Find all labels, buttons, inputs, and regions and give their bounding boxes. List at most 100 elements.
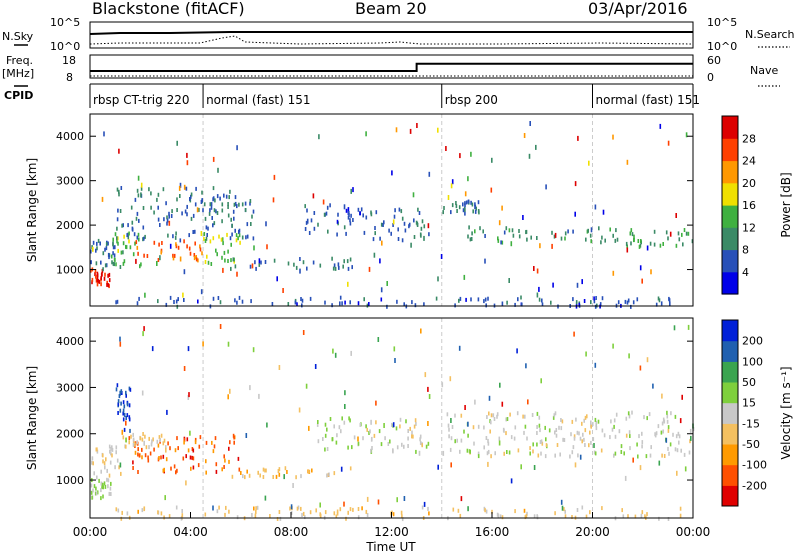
data-cell xyxy=(209,239,212,244)
data-cell xyxy=(336,232,338,237)
data-cell xyxy=(96,449,99,454)
data-cell xyxy=(306,208,308,213)
data-cell xyxy=(689,439,691,444)
data-cell xyxy=(397,227,399,232)
data-cell xyxy=(638,244,641,249)
data-cell xyxy=(459,296,462,301)
data-cell xyxy=(525,363,527,369)
data-cell xyxy=(668,451,670,456)
data-cell xyxy=(506,450,508,454)
data-cell xyxy=(326,447,329,451)
data-cell xyxy=(186,204,188,209)
data-cell xyxy=(238,228,241,233)
data-cell xyxy=(679,418,682,424)
data-cell xyxy=(186,244,188,249)
data-cell xyxy=(299,268,301,274)
data-cell xyxy=(675,243,678,248)
data-cell xyxy=(246,222,249,227)
data-cell xyxy=(90,483,93,488)
data-cell xyxy=(122,223,124,228)
data-cell xyxy=(536,442,538,447)
data-cell xyxy=(140,192,142,198)
data-cell xyxy=(216,252,218,257)
data-cell xyxy=(305,220,308,225)
data-cell xyxy=(539,428,541,433)
data-cell xyxy=(118,189,120,194)
data-cell xyxy=(415,220,418,225)
data-cell xyxy=(629,446,631,451)
data-cell xyxy=(125,390,127,395)
data-cell xyxy=(509,412,511,417)
data-cell xyxy=(201,190,203,195)
data-cell xyxy=(104,465,106,470)
data-cell xyxy=(616,237,619,242)
data-cell xyxy=(96,278,99,283)
data-cell xyxy=(186,152,188,158)
colorbar-cell xyxy=(722,485,738,507)
data-cell xyxy=(448,427,450,432)
colorbar-cell xyxy=(722,227,738,251)
data-cell xyxy=(179,238,182,243)
data-cell xyxy=(458,205,461,210)
data-cell xyxy=(100,260,102,265)
data-cell xyxy=(96,275,99,280)
data-cell xyxy=(370,212,373,217)
data-cell xyxy=(92,488,94,493)
colorbar-cell xyxy=(722,464,738,486)
data-cell xyxy=(576,282,579,288)
data-cell xyxy=(258,393,260,399)
data-cell xyxy=(627,298,630,303)
data-cell xyxy=(300,297,302,301)
data-cell xyxy=(213,444,216,449)
data-cell xyxy=(614,434,617,439)
data-cell xyxy=(116,226,118,231)
data-cell xyxy=(180,516,183,521)
data-cell xyxy=(612,233,614,238)
data-cell xyxy=(407,429,409,433)
data-cell xyxy=(639,243,642,248)
data-cell xyxy=(144,292,146,298)
data-cell xyxy=(365,215,368,220)
data-cell xyxy=(221,202,224,207)
data-cell xyxy=(322,199,325,205)
data-cell xyxy=(209,202,212,207)
y-tick-label: 4000 xyxy=(56,335,84,348)
data-cell xyxy=(319,513,322,518)
data-cell xyxy=(213,208,216,213)
data-cell xyxy=(117,241,119,246)
data-cell xyxy=(170,214,173,218)
data-cell xyxy=(314,364,317,369)
data-cell xyxy=(345,208,348,213)
data-cell xyxy=(258,258,261,264)
data-cell xyxy=(544,425,546,430)
data-cell xyxy=(162,441,165,446)
data-cell xyxy=(641,510,644,515)
colorbar-cell xyxy=(722,444,738,466)
data-cell xyxy=(521,302,523,307)
data-cell xyxy=(500,240,502,245)
data-cell xyxy=(100,481,103,486)
data-cell xyxy=(351,265,353,270)
data-cell xyxy=(110,254,113,259)
cpid-segment-label: rbsp CT-trig 220 xyxy=(93,93,189,107)
data-cell xyxy=(169,446,171,451)
data-cell xyxy=(240,471,242,475)
data-cell xyxy=(352,187,354,193)
data-cell xyxy=(464,191,467,197)
data-cell xyxy=(97,279,100,284)
cpid-label: CPID xyxy=(4,89,33,102)
data-cell xyxy=(337,212,339,217)
colorbar-cell xyxy=(722,205,738,228)
data-cell xyxy=(110,492,112,496)
data-cell xyxy=(365,509,368,514)
data-cell xyxy=(391,170,393,176)
data-cell xyxy=(157,258,160,262)
data-cell xyxy=(311,468,313,473)
data-cell xyxy=(629,231,632,236)
data-cell xyxy=(107,273,109,278)
data-cell xyxy=(570,432,572,437)
data-cell xyxy=(295,265,298,270)
data-cell xyxy=(167,233,169,238)
data-cell xyxy=(212,449,215,454)
data-cell xyxy=(681,232,683,237)
